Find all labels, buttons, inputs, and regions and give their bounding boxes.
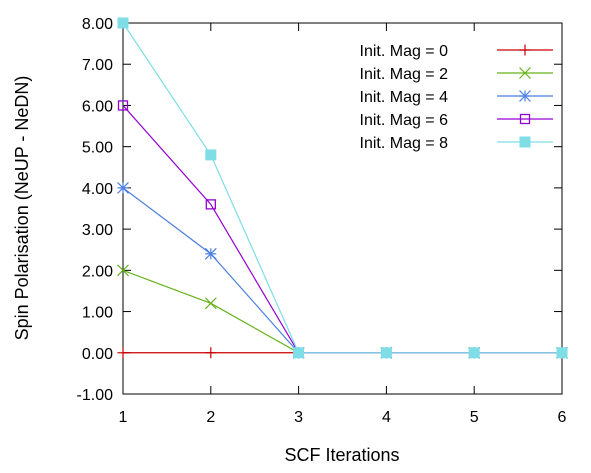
x-tick-label: 1: [119, 409, 128, 426]
point-marker: [205, 199, 216, 210]
point-marker: [293, 347, 305, 359]
point-marker: [204, 247, 217, 260]
legend-label: Init. Mag = 8: [360, 135, 449, 152]
point-marker: [468, 347, 480, 359]
y-tick-label: 0.00: [82, 346, 113, 363]
x-tick-label: 5: [470, 409, 479, 426]
x-axis-ticks: 1 2 3 4 5 6: [119, 23, 567, 426]
point-marker: [205, 149, 217, 161]
y-tick-label: 5.00: [82, 140, 113, 157]
y-tick-label: 3.00: [82, 222, 113, 239]
point-marker: [556, 347, 568, 359]
y-tick-label: -1.00: [77, 387, 114, 404]
point-marker: [519, 113, 531, 125]
point-marker: [519, 136, 531, 148]
legend-label: Init. Mag = 2: [360, 66, 449, 83]
legend-label: Init. Mag = 6: [360, 112, 449, 129]
x-tick-label: 2: [206, 409, 215, 426]
series-line: [122, 187, 562, 354]
point-marker: [117, 264, 129, 277]
point-marker: [204, 297, 217, 310]
x-axis-label: SCF Iterations: [284, 445, 399, 465]
y-tick-label: 1.00: [82, 305, 113, 322]
point-marker: [380, 347, 392, 359]
y-tick-label: 2.00: [82, 263, 113, 280]
legend: Init. Mag = 0 Init. Mag = 2 Init. Mag = 4 I…: [360, 43, 553, 152]
point-marker: [117, 17, 129, 29]
legend-label: Init. Mag = 0: [360, 43, 449, 60]
series-layer: [117, 17, 568, 359]
y-axis-label: Spin Polarisation (NeUP - NeDN): [12, 76, 32, 341]
y-tick-label: 8.00: [82, 16, 113, 33]
point-marker: [519, 67, 531, 79]
series-line: [122, 105, 562, 354]
x-tick-label: 6: [558, 409, 567, 426]
legend-label: Init. Mag = 4: [360, 89, 449, 106]
y-tick-label: 7.00: [82, 57, 113, 74]
x-tick-label: 3: [294, 409, 303, 426]
series-line: [122, 22, 562, 354]
series-init-mag-6: [117, 100, 568, 358]
point-marker: [117, 181, 129, 194]
plot-frame: [122, 22, 563, 395]
point-marker: [519, 90, 531, 102]
y-tick-label: 6.00: [82, 98, 113, 115]
y-axis-ticks: -1.00 0.00 1.00 2.00 3.00 4.00 5.00 6.00 7.00 8.0…: [77, 16, 562, 404]
series-init-mag-4: [117, 181, 568, 359]
series-init-mag-2: [117, 264, 568, 359]
y-tick-label: 4.00: [82, 181, 113, 198]
x-tick-label: 4: [382, 409, 391, 426]
point-marker: [117, 100, 129, 111]
series-line: [122, 269, 562, 354]
series-init-mag-8: [117, 17, 568, 359]
